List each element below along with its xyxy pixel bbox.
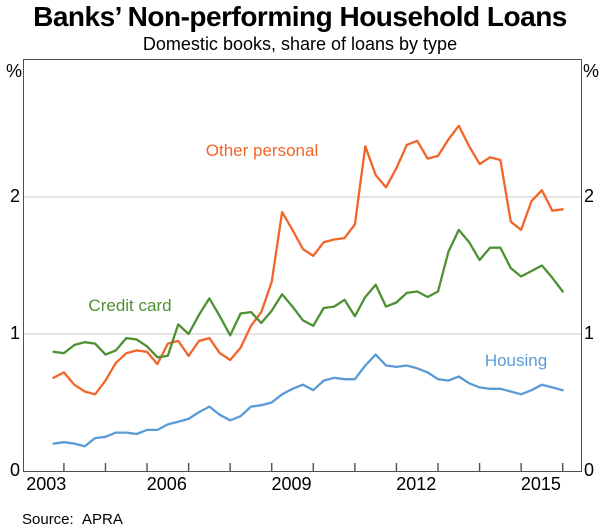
chart-title: Banks’ Non-performing Household Loans: [33, 1, 567, 32]
series-line-credit-card: [52, 228, 564, 359]
source-label: Source:: [22, 511, 74, 528]
source-row: Source: APRA: [22, 511, 123, 528]
y-tick-label: 1: [584, 323, 595, 343]
plot-area: [23, 59, 582, 472]
series-label-housing: Housing: [484, 351, 548, 370]
y-tick-label: 1: [9, 323, 20, 343]
line-chart-canvas: [24, 124, 581, 471]
y-tick-label: 2: [584, 186, 595, 206]
series-line-housing: [52, 353, 564, 448]
x-tick-label: 2012: [396, 474, 437, 494]
y-tick-label: 0: [584, 460, 595, 480]
source-value: APRA: [82, 511, 123, 528]
x-tick-label: 2015: [520, 474, 561, 494]
series-line-other-personal: [52, 124, 564, 396]
series-label-other-personal: Other personal: [205, 141, 319, 160]
x-tick-label: 2006: [146, 474, 187, 494]
y-axis-unit-left: %: [5, 61, 22, 81]
chart-subtitle: Domestic books, share of loans by type: [142, 34, 458, 54]
x-tick-label: 2009: [271, 474, 312, 494]
series-label-credit-card: Credit card: [88, 296, 172, 315]
y-tick-label: 0: [9, 460, 20, 480]
x-tick-label: 2003: [26, 474, 67, 494]
y-axis-unit-right: %: [583, 61, 600, 81]
y-tick-label: 2: [9, 186, 20, 206]
